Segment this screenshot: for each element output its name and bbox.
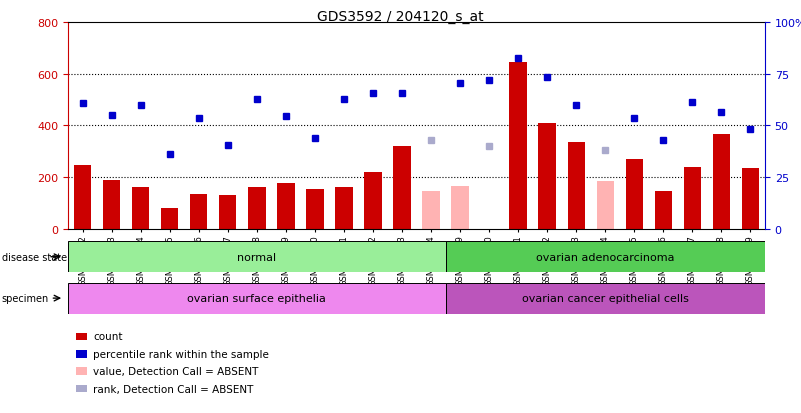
- Bar: [713, 135, 731, 229]
- Text: count: count: [93, 332, 123, 342]
- Bar: [219, 196, 236, 229]
- Bar: [445, 283, 765, 314]
- Text: rank, Detection Call = ABSENT: rank, Detection Call = ABSENT: [93, 384, 253, 394]
- Text: percentile rank within the sample: percentile rank within the sample: [93, 349, 269, 359]
- Bar: [306, 189, 324, 229]
- Bar: [445, 242, 765, 273]
- Bar: [132, 188, 149, 229]
- Text: ovarian adenocarcinoma: ovarian adenocarcinoma: [536, 252, 674, 262]
- Text: normal: normal: [237, 252, 276, 262]
- Bar: [190, 195, 207, 229]
- Text: ovarian surface epithelia: ovarian surface epithelia: [187, 293, 326, 304]
- Text: GDS3592 / 204120_s_at: GDS3592 / 204120_s_at: [317, 10, 484, 24]
- Text: value, Detection Call = ABSENT: value, Detection Call = ABSENT: [93, 366, 258, 376]
- Bar: [683, 167, 701, 229]
- Bar: [509, 63, 527, 229]
- Bar: [68, 283, 445, 314]
- Bar: [742, 169, 759, 229]
- Bar: [538, 123, 556, 229]
- Text: specimen: specimen: [2, 293, 49, 304]
- Bar: [161, 209, 179, 229]
- Bar: [335, 188, 352, 229]
- Bar: [74, 166, 91, 229]
- Bar: [567, 143, 585, 229]
- Bar: [626, 159, 643, 229]
- Bar: [451, 187, 469, 229]
- Bar: [103, 180, 120, 229]
- Text: disease state: disease state: [2, 252, 66, 262]
- Bar: [364, 173, 381, 229]
- Bar: [597, 181, 614, 229]
- Bar: [422, 192, 440, 229]
- Bar: [248, 188, 266, 229]
- Bar: [393, 147, 411, 229]
- Text: ovarian cancer epithelial cells: ovarian cancer epithelial cells: [521, 293, 689, 304]
- Bar: [654, 192, 672, 229]
- Bar: [68, 242, 445, 273]
- Bar: [277, 184, 295, 229]
